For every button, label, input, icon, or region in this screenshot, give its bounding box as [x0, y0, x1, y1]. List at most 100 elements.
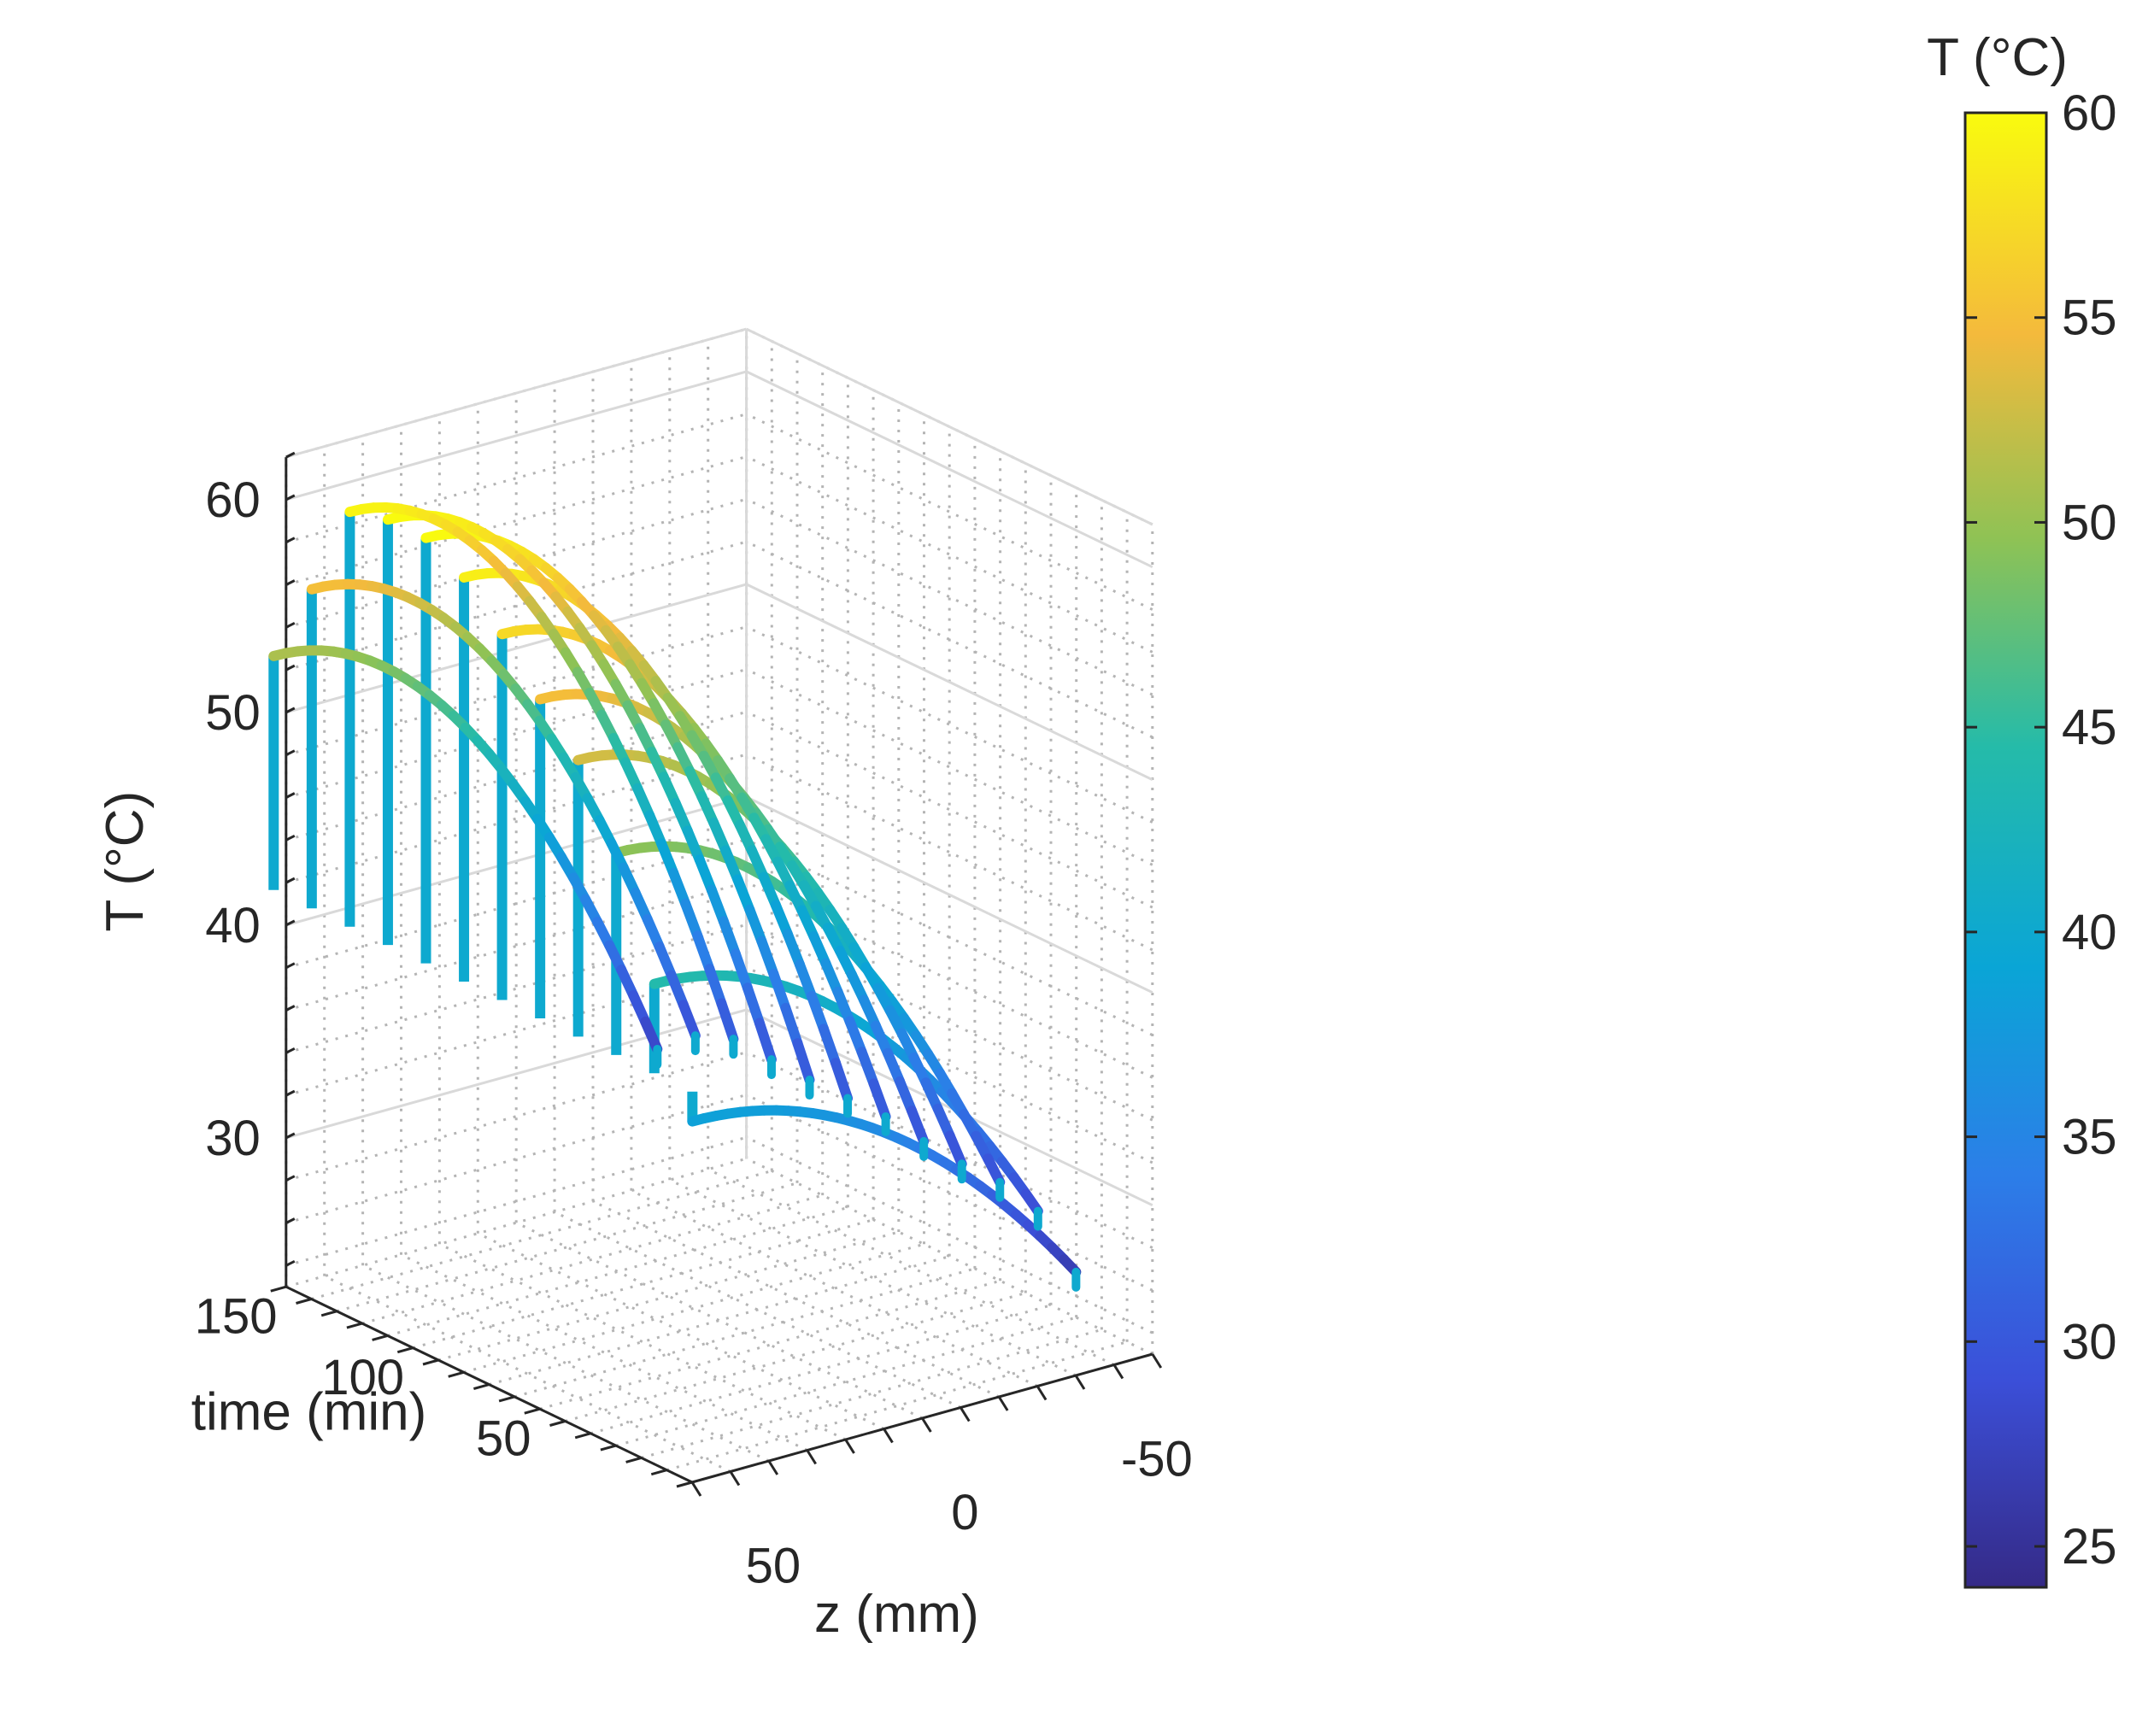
time-axis-tick	[600, 1444, 617, 1452]
temperature-axis-tick	[285, 749, 296, 757]
series-segment	[754, 1018, 777, 1065]
series-t=135	[382, 510, 777, 1080]
series-segment	[666, 970, 689, 1011]
grid-line-side-T	[745, 583, 1153, 782]
time-axis-tick	[448, 1370, 465, 1378]
series-segment	[806, 990, 829, 1035]
series-segment	[732, 874, 755, 915]
grid-line-back-T	[285, 497, 748, 629]
box-edge-top-side	[745, 327, 1153, 526]
z-axis-tick	[1151, 1353, 1163, 1369]
colorbar-tick-label: 30	[2062, 1314, 2117, 1369]
temperature-axis-tick	[285, 1259, 296, 1267]
grid-line-back-T	[285, 795, 748, 927]
time-axis-tick	[270, 1285, 287, 1293]
z-axis-tick	[690, 1481, 702, 1497]
time-axis-tick	[650, 1469, 667, 1476]
axis-labels: 50 0 -50 50 100 150 30 40 50 60 z (mm) time (min) T …	[96, 472, 1193, 1644]
axes	[270, 451, 1163, 1497]
colorbar: 25 30 35 40 45 50 55 60T (°C)	[1927, 28, 2117, 1589]
time-axis-tick	[498, 1395, 515, 1403]
z-axis-tick	[729, 1470, 741, 1487]
series-t=120	[420, 528, 815, 1100]
series-segment	[706, 884, 729, 927]
z-axis-tick	[960, 1406, 971, 1422]
z-axis-tick	[883, 1428, 894, 1444]
grid-line-back-T	[285, 370, 748, 501]
temperature-axis-tick	[285, 1089, 296, 1097]
temperature-axis-tick	[285, 537, 296, 544]
series-segment	[944, 1130, 967, 1170]
grid-line-floor-z	[707, 1168, 1115, 1366]
z-axis-tick	[844, 1439, 855, 1454]
z-tick-label: 50	[746, 1539, 801, 1594]
colorbar-tick-label: 40	[2062, 905, 2117, 960]
time-tick-label: 50	[476, 1411, 531, 1467]
series-segment	[640, 1016, 663, 1055]
series-segment	[694, 854, 717, 895]
series-segment	[856, 1047, 879, 1089]
colorbar-tick-label: 35	[2062, 1110, 2117, 1165]
time-axis-tick	[422, 1358, 439, 1366]
temperature-axis-tick	[285, 1175, 296, 1182]
series-segment	[742, 982, 765, 1029]
temperature-axis-tick	[285, 877, 296, 884]
series-segment	[720, 845, 743, 885]
grid-line-side-T	[745, 497, 1153, 696]
series-segment	[730, 948, 753, 994]
z-axis-label: z (mm)	[814, 1585, 979, 1644]
z-axis-tick	[921, 1417, 932, 1433]
series-t=150	[344, 501, 739, 1059]
z-axis-tick	[767, 1460, 779, 1475]
z-axis-tick	[806, 1449, 817, 1465]
series-segment	[716, 998, 739, 1045]
series-segment	[844, 1016, 867, 1058]
series-segment	[718, 916, 741, 959]
grid-line-back-T	[285, 1008, 748, 1140]
grid	[285, 327, 1154, 1484]
grid-line-floor-z	[400, 1253, 808, 1452]
temperature-tick-label: 60	[205, 472, 261, 528]
series-segment	[868, 1078, 891, 1122]
temperature-axis-tick	[285, 621, 296, 629]
grid-line-floor-t	[437, 1230, 900, 1362]
series-segment	[678, 1000, 701, 1041]
series-segment	[907, 1106, 930, 1147]
series-segment	[704, 964, 727, 1009]
z-tick-label: 0	[951, 1485, 978, 1540]
grid-line-floor-t	[387, 1205, 848, 1337]
series-segment	[895, 1076, 918, 1117]
z-axis-tick	[1036, 1385, 1048, 1401]
series-segment	[744, 904, 767, 947]
grid-line-floor-t	[336, 1182, 798, 1313]
temperature-axis-tick	[285, 494, 296, 501]
series-t=180	[268, 645, 663, 1070]
z-tick-label: -50	[1121, 1432, 1193, 1487]
grid-line-back-T	[285, 583, 748, 714]
grid-line-floor-t	[666, 1340, 1128, 1472]
series-segment	[832, 986, 855, 1027]
series-segment	[782, 929, 805, 970]
temperature-axis-tick	[285, 919, 296, 927]
series-segment	[780, 1002, 803, 1049]
series-segment	[756, 935, 779, 980]
temperature-axis-tick	[285, 579, 296, 586]
time-axis-tick	[346, 1322, 363, 1329]
colorbar-tick-label: 50	[2062, 495, 2117, 550]
grid-line-floor-t	[488, 1255, 950, 1387]
time-axis-label: time (min)	[191, 1383, 427, 1442]
series-segment	[794, 959, 817, 1001]
series-segment	[668, 867, 691, 909]
series-segment	[692, 930, 715, 975]
grid-line-floor-t	[463, 1242, 924, 1374]
time-axis-tick	[320, 1310, 337, 1317]
series-segment	[983, 1153, 1006, 1188]
temperature-axis-tick	[285, 664, 296, 672]
colorbar-tick-label: 60	[2062, 85, 2117, 141]
time-axis-tick	[524, 1407, 541, 1415]
grid-line-floor-t	[565, 1292, 1026, 1422]
box-edge-top-back	[285, 327, 748, 459]
temperature-tick-label: 30	[205, 1111, 261, 1166]
temperature-axis-tick	[285, 1005, 296, 1012]
